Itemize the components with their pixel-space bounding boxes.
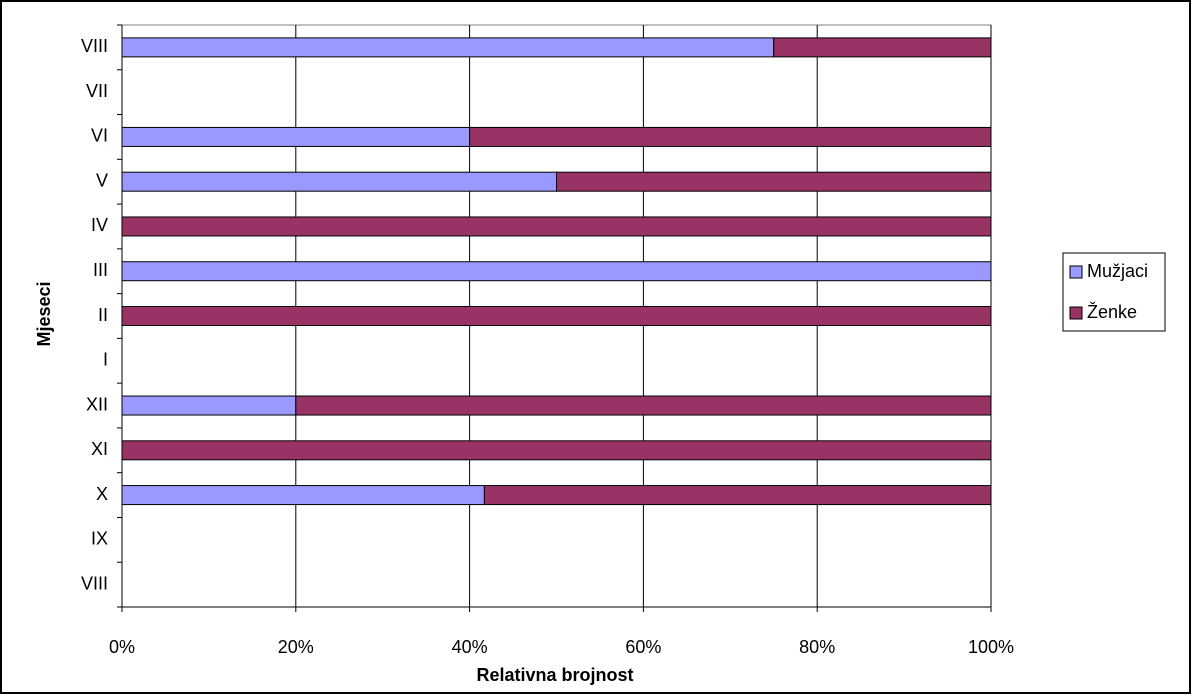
x-axis-title: Relativna brojnost — [476, 665, 633, 685]
bar-segment — [295, 395, 992, 416]
bar-segment — [121, 216, 992, 237]
bar-segment — [121, 485, 485, 506]
legend-swatch — [1069, 265, 1083, 279]
y-axis-title: Mjeseci — [34, 281, 54, 346]
y-tick-label: IX — [91, 529, 108, 549]
bar-segment — [121, 395, 297, 416]
bar-segment — [469, 126, 992, 147]
bar-segment — [773, 37, 992, 58]
y-tick-label: VIII — [81, 36, 108, 56]
bar-segment — [121, 126, 471, 147]
bar-segment — [121, 440, 992, 461]
y-tick-label: I — [103, 350, 108, 370]
y-tick-label: VII — [86, 81, 108, 101]
x-tick-label: 20% — [278, 637, 314, 657]
bar-segment — [121, 37, 775, 58]
x-tick-label: 60% — [625, 637, 661, 657]
bar-segment — [556, 171, 992, 192]
y-tick-label: V — [96, 170, 108, 190]
x-tick-label: 40% — [452, 637, 488, 657]
y-tick-label: IV — [91, 215, 108, 235]
y-tick-label: VI — [91, 126, 108, 146]
y-tick-label: XI — [91, 439, 108, 459]
y-tick-label: X — [96, 484, 108, 504]
x-tick-label: 80% — [799, 637, 835, 657]
legend-label: Ženke — [1087, 302, 1137, 322]
y-tick-label: XII — [86, 394, 108, 414]
legend-label: Mužjaci — [1087, 261, 1148, 281]
bar-segment — [121, 171, 557, 192]
x-tick-label: 100% — [968, 637, 1014, 657]
bar-segment — [483, 485, 992, 506]
y-tick-label: VIII — [81, 573, 108, 593]
bar-segment — [121, 261, 992, 282]
x-tick-label: 0% — [109, 637, 135, 657]
y-tick-label: II — [98, 305, 108, 325]
bar-segment — [121, 306, 992, 326]
legend-swatch — [1069, 306, 1083, 320]
y-tick-label: III — [93, 260, 108, 280]
